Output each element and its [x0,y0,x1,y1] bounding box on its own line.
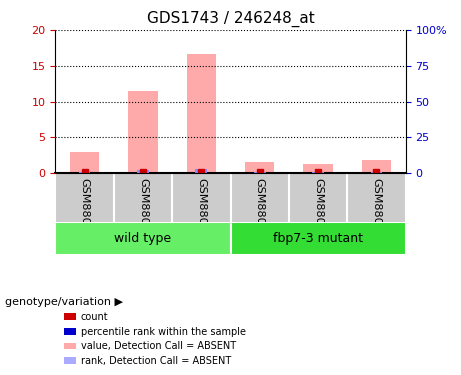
Bar [70,152,99,173]
Bar [137,170,149,173]
Bar [128,91,158,173]
Text: GSM88052: GSM88052 [254,178,265,239]
Bar [79,172,90,173]
Text: genotype/variation ▶: genotype/variation ▶ [5,297,123,307]
Text: GSM88054: GSM88054 [372,178,382,239]
FancyBboxPatch shape [230,222,406,255]
Text: fbp7-3 mutant: fbp7-3 mutant [273,232,363,245]
Text: GSM88045: GSM88045 [196,178,207,239]
Bar [187,54,216,173]
Bar [371,172,382,173]
Text: wild type: wild type [114,232,171,245]
Text: GSM88053: GSM88053 [313,178,323,239]
Bar [245,162,274,173]
Bar [362,160,391,173]
Bar [303,164,333,173]
Bar [195,169,207,173]
Legend: count, percentile rank within the sample, value, Detection Call = ABSENT, rank, : count, percentile rank within the sample… [60,308,249,370]
Bar [312,172,324,173]
Text: GSM88043: GSM88043 [79,178,89,239]
Bar [254,172,266,173]
FancyBboxPatch shape [55,222,230,255]
Text: GSM88044: GSM88044 [138,178,148,239]
Title: GDS1743 / 246248_at: GDS1743 / 246248_at [147,11,314,27]
